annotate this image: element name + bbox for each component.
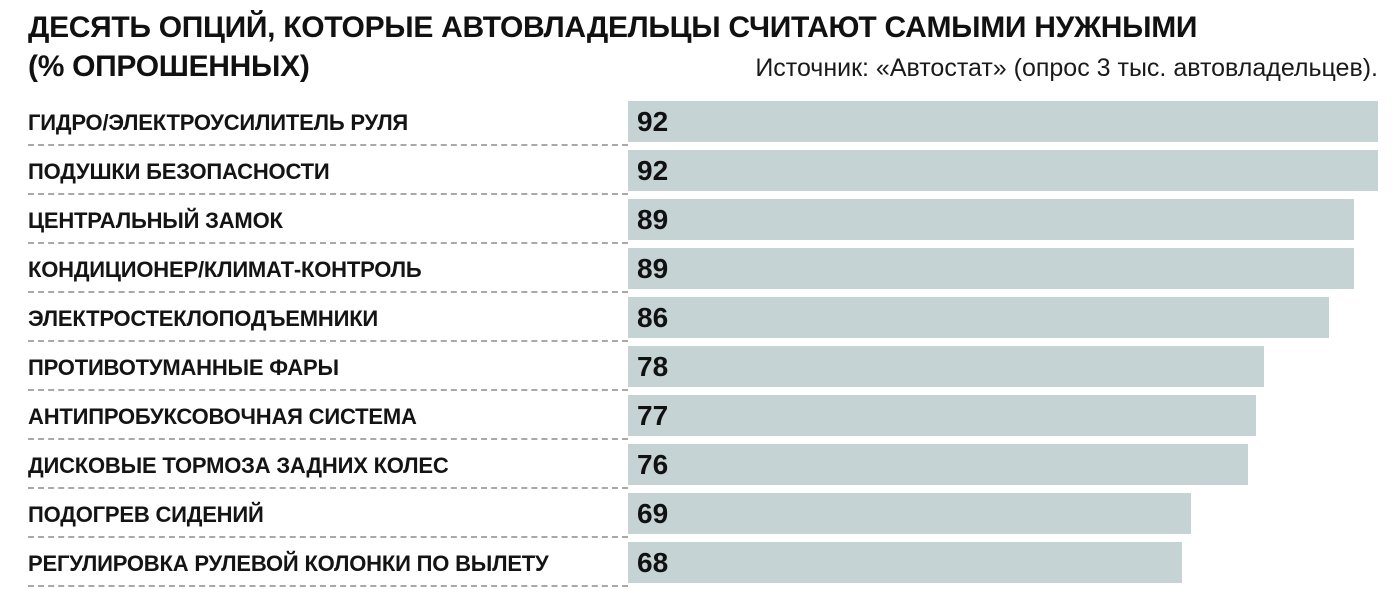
- bar-row: ЦЕНТРАЛЬНЫЙ ЗАМОК 89: [28, 199, 1378, 244]
- bar: 89: [628, 248, 1354, 289]
- bar-label: ПОДУШКИ БЕЗОПАСНОСТИ: [28, 158, 330, 184]
- bar-value: 77: [637, 400, 669, 431]
- bar: 76: [628, 444, 1248, 485]
- chart-title: ДЕСЯТЬ ОПЦИЙ, КОТОРЫЕ АВТОВЛАДЕЛЬЦЫ СЧИТ…: [28, 11, 1198, 44]
- bar: 77: [628, 395, 1256, 436]
- bar-row: ПОДУШКИ БЕЗОПАСНОСТИ 92: [28, 150, 1378, 195]
- bar-row: ЭЛЕКТРОСТЕКЛОПОДЪЕМНИКИ 86: [28, 297, 1378, 342]
- bar: 69: [628, 493, 1191, 534]
- bar-label: ПОДОГРЕВ СИДЕНИЙ: [28, 501, 264, 527]
- chart-source: Источник: «Автостат» (опрос 3 тыс. автов…: [755, 54, 1378, 82]
- bar-value: 78: [637, 351, 669, 382]
- chart-header: ДЕСЯТЬ ОПЦИЙ, КОТОРЫЕ АВТОВЛАДЕЛЬЦЫ СЧИТ…: [28, 8, 1378, 87]
- bar-value: 68: [637, 547, 669, 578]
- bar-value: 92: [637, 155, 669, 186]
- bar-row: ГИДРО/ЭЛЕКТРОУСИЛИТЕЛЬ РУЛЯ 92: [28, 101, 1378, 146]
- bar: 86: [628, 297, 1330, 338]
- bar-row: КОНДИЦИОНЕР/КЛИМАТ-КОНТРОЛЬ 89: [28, 248, 1378, 293]
- bar-row: ПОДОГРЕВ СИДЕНИЙ 69: [28, 493, 1378, 538]
- bar-chart: ГИДРО/ЭЛЕКТРОУСИЛИТЕЛЬ РУЛЯ 92 ПОДУШКИ Б…: [28, 101, 1378, 587]
- bar-label: ДИСКОВЫЕ ТОРМОЗА ЗАДНИХ КОЛЕС: [28, 452, 449, 478]
- bar: 89: [628, 199, 1354, 240]
- chart-subtitle: (% ОПРОШЕННЫХ): [28, 50, 310, 83]
- bar-label: ГИДРО/ЭЛЕКТРОУСИЛИТЕЛЬ РУЛЯ: [28, 109, 409, 135]
- chart-subtitle-row: (% ОПРОШЕННЫХ) Источник: «Автостат» (опр…: [28, 48, 1378, 87]
- bar-value: 92: [637, 106, 669, 137]
- bar-label: ПРОТИВОТУМАННЫЕ ФАРЫ: [28, 354, 339, 380]
- bar-value: 86: [637, 302, 669, 333]
- bar-value: 89: [637, 204, 669, 235]
- bar: 68: [628, 542, 1183, 583]
- bar-row: РЕГУЛИРОВКА РУЛЕВОЙ КОЛОНКИ ПО ВЫЛЕТУ 68: [28, 542, 1378, 587]
- bar-value: 89: [637, 253, 669, 284]
- bar-label: ЭЛЕКТРОСТЕКЛОПОДЪЕМНИКИ: [28, 305, 379, 331]
- bar-label: ЦЕНТРАЛЬНЫЙ ЗАМОК: [28, 207, 283, 233]
- bar-label: РЕГУЛИРОВКА РУЛЕВОЙ КОЛОНКИ ПО ВЫЛЕТУ: [28, 550, 549, 576]
- bar-label: АНТИПРОБУКСОВОЧНАЯ СИСТЕМА: [28, 403, 417, 429]
- bar-row: АНТИПРОБУКСОВОЧНАЯ СИСТЕМА 77: [28, 395, 1378, 440]
- bar-value: 69: [637, 498, 669, 529]
- bar: 92: [628, 101, 1378, 142]
- bar-label: КОНДИЦИОНЕР/КЛИМАТ-КОНТРОЛЬ: [28, 256, 422, 282]
- bar-row: ПРОТИВОТУМАННЫЕ ФАРЫ 78: [28, 346, 1378, 391]
- bar-row: ДИСКОВЫЕ ТОРМОЗА ЗАДНИХ КОЛЕС 76: [28, 444, 1378, 489]
- bar: 92: [628, 150, 1378, 191]
- bar: 78: [628, 346, 1264, 387]
- bar-value: 76: [637, 449, 669, 480]
